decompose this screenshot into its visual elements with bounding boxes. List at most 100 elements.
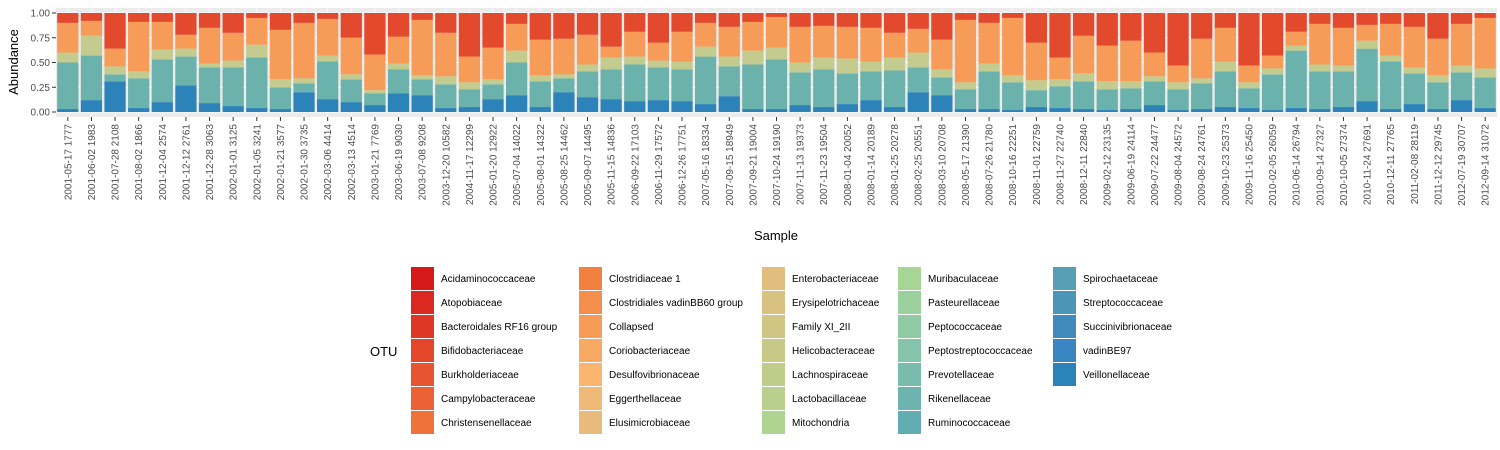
bar-segment (1380, 13, 1402, 24)
x-tick-label: 2009-07-22 24477 (1150, 124, 1161, 206)
bar-segment (80, 35, 103, 56)
bar-segment (80, 100, 103, 112)
bar-segment (836, 58, 858, 74)
bar-segment (576, 71, 599, 98)
legend-swatch (898, 411, 921, 434)
bar-segment (647, 60, 670, 68)
bar-segment (954, 13, 977, 20)
bar-segment (458, 82, 481, 90)
x-axis-title: Sample (754, 228, 798, 243)
legend-label: Erysipelotrichaceae (792, 298, 880, 309)
bar-segment (907, 28, 929, 53)
bar-segment (128, 78, 150, 109)
legend-label: Bacteroidales RF16 group (441, 322, 558, 333)
bar-segment (1332, 71, 1355, 108)
bar-segment (222, 106, 244, 112)
x-tick-label: 2007-09-21 19004 (748, 124, 759, 206)
bar-segment (1214, 61, 1236, 72)
bar-segment (269, 13, 292, 30)
bar-segment (1285, 13, 1307, 32)
x-tick-label: 2008-01-14 20189 (866, 124, 877, 206)
x-axis-ticks: 2001-05-17 1777 2001-06-02 1983 2001-07-28… (63, 117, 1492, 206)
bar-segment (1450, 23, 1473, 66)
bar-segment (293, 78, 315, 84)
bar-segment (1049, 13, 1071, 58)
legend-label: Rikenellaceae (928, 394, 991, 405)
bar-segment (104, 66, 126, 75)
x-tick-label: 2007-11-23 19504 (819, 124, 830, 205)
bar-segment (978, 63, 1000, 72)
bar-segment (364, 105, 386, 112)
bar-segment (1049, 57, 1071, 80)
bar-segment (340, 13, 362, 38)
x-tick-label: 2011-12-12 29745 (1433, 124, 1444, 205)
bar-segment (151, 21, 173, 50)
bar-segment (222, 32, 244, 61)
legend-label: vadinBE97 (1083, 346, 1132, 357)
bar-segment (80, 13, 103, 21)
bar-segment (1309, 64, 1331, 72)
bar-segment (246, 44, 268, 58)
bar-segment (695, 56, 717, 105)
bar-segment (576, 13, 599, 35)
bar-segment (836, 13, 858, 27)
legend-swatch (411, 291, 434, 314)
bar-segment (482, 84, 504, 100)
x-tick-label: 2010-06-14 26794 (1292, 124, 1303, 206)
bar-segment (1238, 108, 1260, 112)
bar-segment (482, 99, 504, 112)
legend-swatch (898, 387, 921, 410)
bar-segment (387, 36, 410, 64)
bar-segment (695, 13, 717, 23)
y-axis-ticks: 0.00 0.25 0.50 0.75 1.00 (31, 9, 56, 119)
bar-segment (222, 60, 244, 68)
legend-swatch (1053, 291, 1076, 314)
bar-segment (1450, 100, 1473, 112)
bar-segment (1049, 86, 1071, 109)
x-tick-label: 2005-07-04 14022 (512, 124, 523, 206)
bar-segment (128, 21, 150, 72)
x-tick-label: 2009-08-04 24572 (1174, 124, 1185, 206)
bar-segment (1238, 82, 1260, 89)
bar-segment (1143, 81, 1166, 106)
legend-swatch (579, 291, 602, 314)
bar-segment (458, 89, 481, 108)
bar-segment (198, 67, 221, 104)
legend-swatch (579, 411, 602, 434)
bar-segment (1167, 65, 1189, 83)
bar-segment (813, 69, 835, 108)
bar-segment (860, 100, 882, 112)
bar-segment (883, 70, 906, 108)
bar-segment (458, 56, 481, 83)
bar-segment (671, 31, 693, 62)
bar-segment (742, 13, 764, 22)
bar-segment (1380, 55, 1402, 62)
bar-segment (1403, 13, 1425, 27)
bar-segment (175, 85, 197, 112)
legend-label: Enterobacteriaceae (792, 274, 879, 285)
bar-segment (860, 61, 882, 72)
bar-segment (1238, 88, 1260, 109)
bar-segment (1191, 13, 1213, 39)
bar-segment (695, 104, 717, 112)
legend-swatch (1053, 267, 1076, 290)
bar-segment (317, 18, 339, 56)
bar-segment (742, 21, 764, 51)
x-tick-label: 2010-10-05 27374 (1339, 124, 1350, 206)
bar-segment (624, 64, 646, 102)
legend-label: Collapsed (609, 322, 653, 333)
bar-segment (1025, 13, 1047, 43)
bar-segment (742, 109, 764, 112)
x-tick-label: 2009-06-19 24114 (1126, 124, 1137, 205)
x-tick-label: 2008-12-11 22840 (1079, 124, 1090, 205)
legend-label: Eggerthellaceae (609, 394, 682, 405)
legend-label: Bifidobacteriaceae (441, 346, 524, 357)
bar-segment (1450, 65, 1473, 73)
bar-segment (1427, 75, 1449, 83)
bar-segment (978, 13, 1000, 23)
bar-segment (1120, 109, 1142, 112)
bar-segment (482, 13, 504, 48)
bar-segment (317, 55, 339, 62)
bar-segment (1214, 71, 1236, 108)
bar-segment (1427, 109, 1449, 112)
